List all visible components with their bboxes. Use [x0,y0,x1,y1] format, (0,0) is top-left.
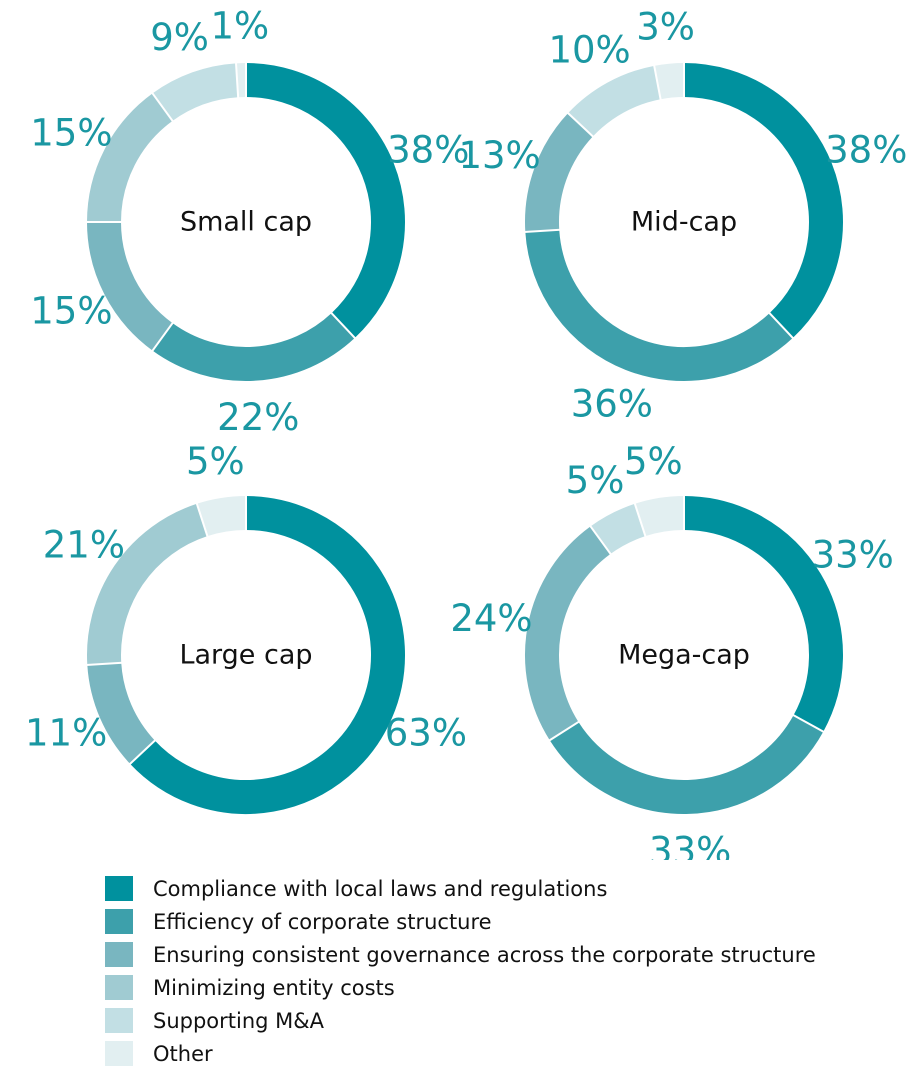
legend-item-compliance: Compliance with local laws and regulatio… [105,872,816,905]
pct-label-mid-cap-supporting-m-a: 10% [548,29,630,72]
legend-item-other: Other [105,1037,816,1070]
slice-large-cap-minimizing-entity-costs [87,503,208,665]
pct-label-small-cap-other: 1% [210,5,269,48]
legend: Compliance with local laws and regulatio… [105,872,816,1070]
slice-mega-cap-compliance-with-local-laws-and-regulations [683,496,843,732]
legend-swatch-ma [105,1008,133,1033]
slice-separator [330,311,357,340]
legend-item-entity-costs: Minimizing entity costs [105,971,816,1004]
slice-separator [524,228,561,234]
pct-label-large-cap-minimizing-entity-costs: 21% [43,523,125,566]
slice-large-cap-other [196,496,247,537]
legend-label-entity-costs: Minimizing entity costs [153,975,395,1000]
pct-label-small-cap-minimizing-entity-costs: 15% [30,112,112,155]
slice-large-cap-ensuring-consistent-governance-across-the-corporate-structure [87,662,156,764]
slice-separator [792,713,825,733]
slice-small-cap-supporting-m-a [152,63,239,122]
pct-label-small-cap-supporting-m-a: 9% [150,16,209,59]
donut-title-small-cap: Small cap [180,207,312,238]
slice-mega-cap-efficiency-of-corporate-structure [549,714,824,814]
pct-label-mega-cap-efficiency-of-corporate-structure: 33% [649,829,731,860]
slice-mid-cap-ensuring-consistent-governance-across-the-corporate-structure [525,113,594,232]
pct-label-large-cap-compliance-with-local-laws-and-regulations: 63% [385,711,467,754]
donut-small-cap: 38% 22% 15% 15% 9% 1% Small cap [30,5,469,440]
slice-separator [86,661,123,667]
pct-label-mega-cap-ensuring-consistent-governance-across-the-corporate-structure: 24% [450,597,532,640]
slice-mid-cap-efficiency-of-corporate-structure [525,229,793,381]
legend-label-governance: Ensuring consistent governance across th… [153,942,816,967]
pct-label-mid-cap-compliance-with-local-laws-and-regulations: 38% [825,128,907,171]
legend-label-ma: Supporting M&A [153,1008,325,1033]
pct-label-small-cap-ensuring-consistent-governance-across-the-corporate-structure: 15% [30,289,112,332]
slice-small-cap-ensuring-consistent-governance-across-the-corporate-structure [87,221,173,351]
legend-swatch-entity-costs [105,975,133,1000]
slice-mid-cap-compliance-with-local-laws-and-regulations [683,63,843,338]
legend-label-compliance: Compliance with local laws and regulatio… [153,876,608,901]
slice-separator [195,502,209,538]
donut-charts: 38% 22% 15% 15% 9% 1% Small cap 38% 36% 13% 10%3% M… [25,5,907,860]
pct-label-small-cap-compliance-with-local-laws-and-regulations: 38% [387,128,469,171]
donut-mid-cap: 38% 36% 13% 10%3% Mid-cap [458,5,907,425]
slice-separator [653,64,662,101]
donut-title-large-cap: Large cap [179,640,312,671]
pct-label-mid-cap-efficiency-of-corporate-structure: 36% [571,383,653,426]
legend-item-governance: Ensuring consistent governance across th… [105,938,816,971]
donut-large-cap: 63% 11% 21% 5% Large cap [25,440,467,814]
slice-separator [151,91,174,123]
slice-separator [589,524,612,556]
slice-mega-cap-ensuring-consistent-governance-across-the-corporate-structure [525,526,611,741]
legend-swatch-other [105,1041,133,1066]
donut-title-mega-cap: Mega-cap [618,640,750,671]
slice-small-cap-efficiency-of-corporate-structure [152,312,355,381]
legend-label-other: Other [153,1041,213,1066]
pct-label-mid-cap-other: 3% [636,5,695,48]
pct-label-mega-cap-compliance-with-local-laws-and-regulations: 33% [812,534,894,577]
pct-label-mega-cap-other: 5% [624,440,683,483]
legend-label-efficiency: Efficiency of corporate structure [153,909,492,934]
slice-separator [151,321,174,353]
pct-label-small-cap-efficiency-of-corporate-structure: 22% [217,396,299,439]
slice-separator [548,720,580,742]
slice-mid-cap-other [654,63,685,100]
legend-swatch-efficiency [105,909,133,934]
slice-separator [768,311,795,340]
pct-label-mega-cap-supporting-m-a: 5% [566,459,625,502]
slice-separator [566,111,595,138]
slice-mega-cap-supporting-m-a [590,503,646,555]
slice-mega-cap-other [634,496,685,537]
slice-small-cap-compliance-with-local-laws-and-regulations [245,63,405,338]
slice-separator [633,502,647,538]
slice-mid-cap-supporting-m-a [568,65,662,137]
legend-swatch-governance [105,942,133,967]
pct-label-large-cap-ensuring-consistent-governance-across-the-corporate-structure: 11% [25,711,107,754]
donut-title-mid-cap: Mid-cap [631,207,737,238]
legend-swatch-compliance [105,876,133,901]
slice-separator [128,739,157,766]
slice-separator [234,62,240,99]
donut-mega-cap: 33% 33% 24% 5% 5% Mega-cap [450,440,893,860]
legend-item-ma: Supporting M&A [105,1004,816,1037]
slice-large-cap-compliance-with-local-laws-and-regulations [130,496,405,814]
slice-small-cap-minimizing-entity-costs [87,93,173,223]
pct-label-large-cap-other: 5% [186,440,245,483]
pct-label-mid-cap-ensuring-consistent-governance-across-the-corporate-structure: 13% [458,134,540,177]
legend-item-efficiency: Efficiency of corporate structure [105,905,816,938]
